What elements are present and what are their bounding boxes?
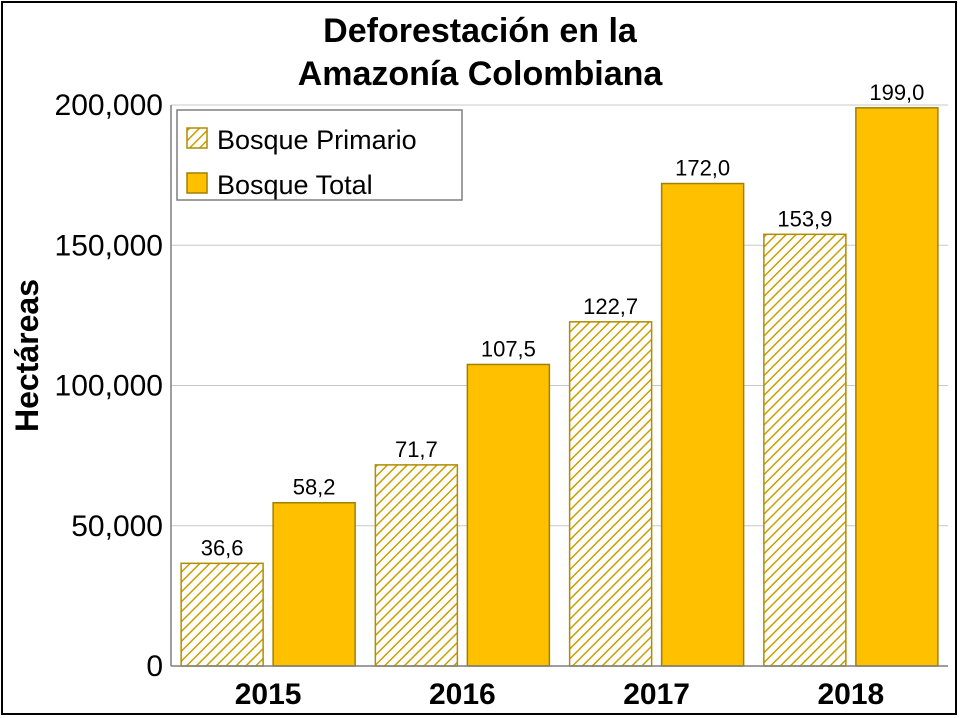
bar-bosque-total-2016 [466,363,551,667]
bar-bosque-total-2017 [660,182,745,667]
bar-bosque-primario-2018 [763,233,847,667]
data-label: 36,6 [201,535,244,560]
x-tick-label: 2015 [235,678,302,711]
y-tick-label: 150,000 [55,229,163,262]
bar-bosque-primario-2017 [568,321,653,667]
data-label: 107,5 [481,336,536,361]
legend-label: Bosque Total [217,170,373,200]
bar-bosque-total-2015 [272,501,356,667]
bar-bosque-primario-2015 [180,562,264,667]
data-label: 172,0 [675,156,730,181]
legend-box [176,109,463,201]
legend-swatch [186,172,208,194]
legend-swatch [186,127,208,149]
data-label: 153,9 [777,206,832,231]
x-tick-label: 2017 [623,678,690,711]
y-tick-label: 200,000 [55,89,163,122]
data-label: 199,0 [869,80,924,105]
y-tick-label: 100,000 [55,370,163,403]
y-tick-label: 50,000 [71,510,163,543]
chart-title-line-1: Deforestación en la [323,12,637,50]
bar-bosque-primario-2016 [374,464,459,667]
data-label: 71,7 [395,437,438,462]
y-tick-label: 0 [146,650,163,683]
legend-label: Bosque Primario [217,125,417,155]
x-tick-label: 2018 [818,678,885,711]
x-tick-label: 2016 [429,678,496,711]
bar-bosque-total-2018 [855,107,939,667]
data-label: 58,2 [293,475,336,500]
y-axis-title: Hectáreas [9,279,45,432]
chart-title-line-2: Amazonía Colombiana [297,55,663,93]
data-label: 122,7 [583,294,638,319]
